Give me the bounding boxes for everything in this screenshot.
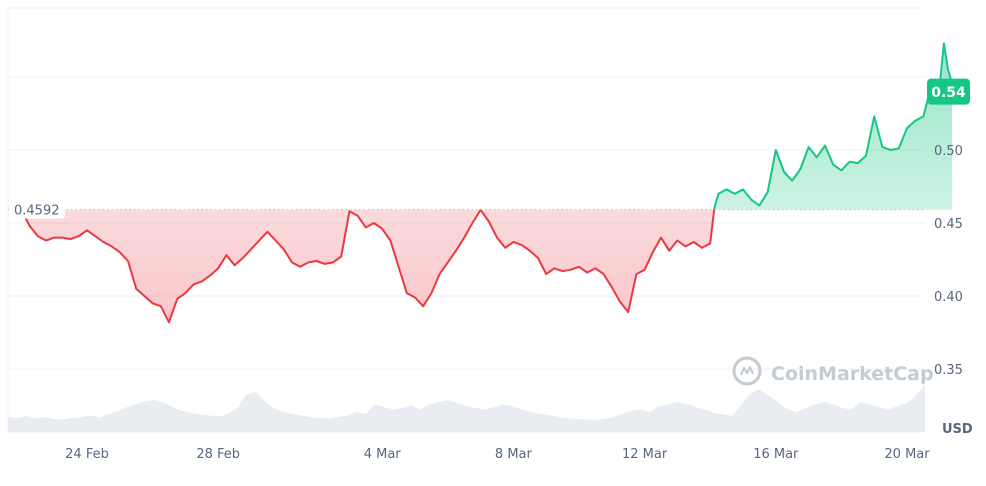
- x-tick-label: 8 Mar: [495, 447, 533, 462]
- volume-area-shape: [8, 384, 925, 432]
- y-axis: 0.35 0.40 0.45 0.50: [934, 144, 963, 378]
- y-tick-label: 0.50: [934, 144, 963, 159]
- x-axis: 24 Feb 28 Feb 4 Mar 8 Mar 12 Mar 16 Mar 20 Mar: [65, 447, 930, 462]
- current-price-value: 0.54: [931, 85, 966, 101]
- y-tick-label: 0.40: [934, 290, 963, 305]
- x-tick-label: 24 Feb: [65, 447, 109, 462]
- baseline-label: 0.4592: [9, 200, 65, 219]
- x-tick-label: 4 Mar: [364, 447, 402, 462]
- volume-area: [8, 384, 925, 432]
- price-lines: [20, 42, 954, 324]
- coinmarketcap-logo-icon: [732, 356, 762, 386]
- watermark: CoinMarketCap: [732, 356, 934, 386]
- y-tick-label: 0.45: [934, 217, 963, 232]
- currency-label: USD: [942, 422, 973, 437]
- x-tick-label: 16 Mar: [753, 447, 799, 462]
- price-area-down: [21, 209, 953, 323]
- watermark-text: CoinMarketCap: [771, 363, 934, 385]
- x-tick-label: 20 Mar: [884, 447, 930, 462]
- x-tick-label: 28 Feb: [196, 447, 240, 462]
- x-tick-label: 12 Mar: [622, 447, 668, 462]
- price-fills: [21, 43, 953, 323]
- price-line-down: [20, 209, 716, 324]
- baseline-value: 0.4592: [14, 204, 60, 219]
- current-price-badge: 0.54: [927, 78, 970, 105]
- price-area-up: [714, 43, 953, 210]
- price-line-up: [22, 42, 954, 210]
- y-tick-label: 0.35: [934, 363, 963, 378]
